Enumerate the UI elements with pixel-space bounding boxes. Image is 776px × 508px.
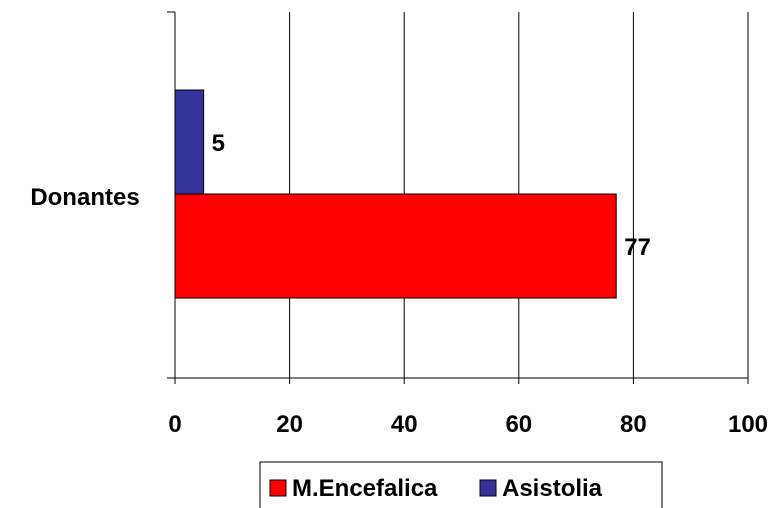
x-tick-label: 80	[620, 411, 647, 438]
labels: 0 20 40 60 80 100 Donantes 5 77	[30, 130, 768, 438]
legend-box	[259, 461, 663, 508]
axes	[167, 11, 749, 384]
bar-asistolia	[174, 89, 205, 195]
data-label: 77	[624, 234, 651, 261]
category-label: Donantes	[30, 184, 139, 211]
legend-label: Asistolia	[502, 475, 603, 502]
x-tick-label: 60	[505, 411, 532, 438]
x-tick-label: 20	[276, 411, 303, 438]
legend: M.Encefalica Asistolia	[259, 461, 663, 508]
x-tick-label: 40	[391, 411, 418, 438]
legend-label: M.Encefalica	[292, 475, 438, 502]
legend-swatch	[269, 479, 287, 497]
bars	[174, 89, 617, 299]
x-tick-label: 0	[168, 411, 181, 438]
data-label: 5	[212, 130, 225, 157]
x-tick-label: 100	[728, 411, 768, 438]
legend-swatch	[479, 479, 497, 497]
bar-m-encefalica	[174, 193, 617, 299]
